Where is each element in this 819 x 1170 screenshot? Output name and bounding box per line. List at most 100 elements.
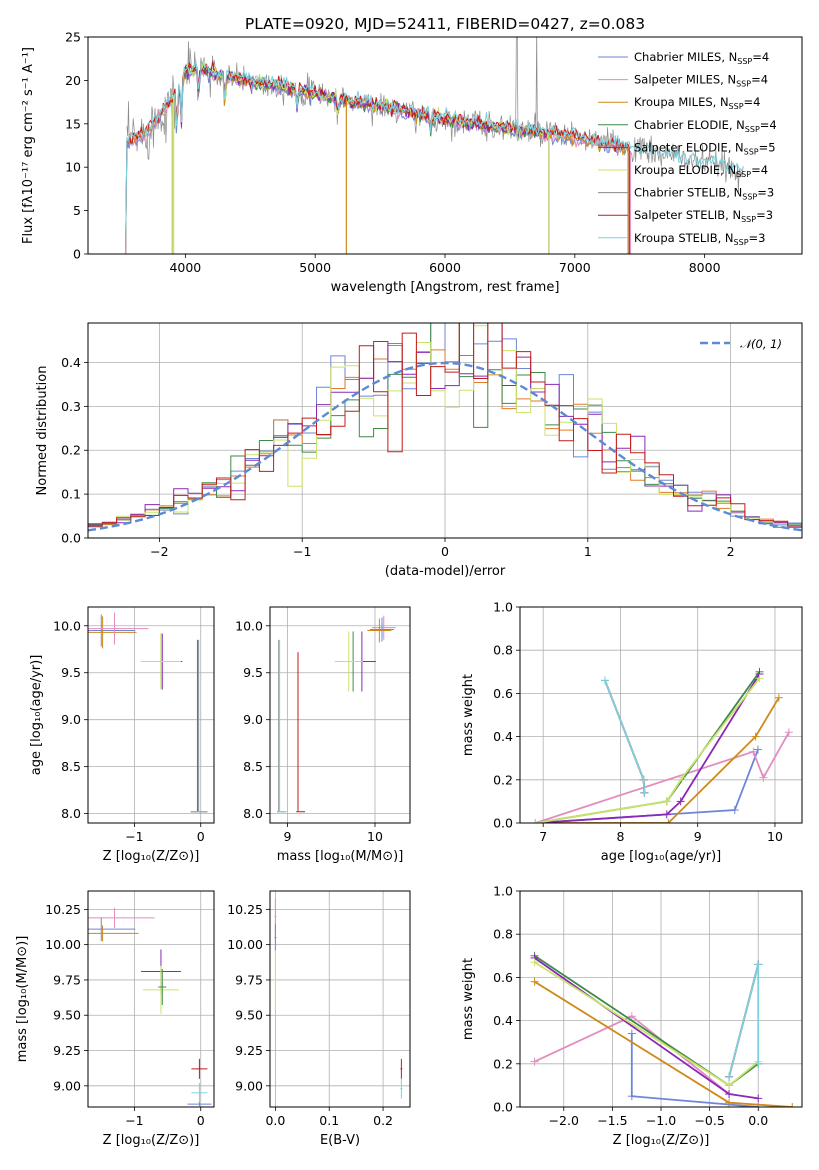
x-tick-label: 7000 xyxy=(559,260,591,275)
x-tick-label: 0.2 xyxy=(373,1113,393,1128)
legend-entry: Chabrier ELODIE, NSSP=4 xyxy=(634,118,777,134)
y-tick-label: 8.5 xyxy=(61,759,81,774)
y-tick-label: 9.00 xyxy=(53,1078,81,1093)
x-tick-label: −1 xyxy=(125,1113,143,1128)
y-tick-label: 1.0 xyxy=(493,884,513,899)
y-tick-label: 0.8 xyxy=(493,643,513,658)
plot-area-spectrum xyxy=(125,37,744,254)
y-tick-label: 0.1 xyxy=(61,487,81,502)
x-tick-label: −0.5 xyxy=(694,1113,724,1128)
legend-entry: 𝒩(0, 1) xyxy=(740,337,782,351)
chart-title: PLATE=0920, MJD=52411, FIBERID=0427, z=0… xyxy=(245,15,645,33)
panel-mass_vs_z: −1 0 9.00 9.25 9.50 9.75 10.00 10.25 Z [log₁₀(Z/… xyxy=(15,890,215,1148)
legend: 𝒩(0, 1) xyxy=(700,337,782,351)
model-spectrum-salpeter_elodie xyxy=(171,65,550,254)
y-axis-label: mass weight xyxy=(461,674,476,756)
x-tick-label: 8 xyxy=(616,829,624,844)
y-tick-label: 20 xyxy=(65,73,81,88)
y-tick-label: 10.00 xyxy=(45,937,81,952)
y-tick-label: 0.6 xyxy=(493,686,513,701)
axes-frame xyxy=(269,890,411,1108)
x-tick-label: 0.0 xyxy=(265,1113,285,1128)
y-axis-label: mass weight xyxy=(461,958,476,1040)
y-axis-label: Flux [fλ10⁻¹⁷ erg cm⁻² s⁻¹ A⁻¹] xyxy=(21,47,36,244)
x-tick-label: 9 xyxy=(284,829,292,844)
observed-spectrum xyxy=(126,37,744,194)
legend-entry: Chabrier STELIB, NSSP=3 xyxy=(634,186,774,202)
panel-spectrum: PLATE=0920, MJD=52411, FIBERID=0427, z=0… xyxy=(21,15,803,295)
y-tick-label: 0.0 xyxy=(493,816,513,831)
y-tick-label: 9.50 xyxy=(53,1008,81,1023)
panel-weight_vs_age: 7 8 9 10 0.0 0.2 0.4 0.6 0.8 1.0 age [log₁₀(age/yr… xyxy=(461,600,803,864)
x-tick-label: 8000 xyxy=(689,260,721,275)
axes-frame xyxy=(87,606,215,824)
x-axis-label: Z [log₁₀(Z/Z⊙)] xyxy=(103,849,200,864)
plot-area-residuals xyxy=(88,323,802,538)
x-tick-label: 0.0 xyxy=(748,1113,768,1128)
y-tick-label: 0.4 xyxy=(493,1013,513,1028)
x-tick-label: 0 xyxy=(441,544,449,559)
y-tick-label: 0.0 xyxy=(493,1100,513,1115)
model-spectrum-chabrier_miles xyxy=(125,66,630,254)
y-tick-label: 9.25 xyxy=(53,1043,81,1058)
axes-frame xyxy=(519,606,803,824)
x-tick-label: −2 xyxy=(150,544,168,559)
y-tick-label: 9.50 xyxy=(235,1008,263,1023)
y-axis-label: Normed distribution xyxy=(35,366,50,496)
x-tick-label: 4000 xyxy=(169,260,201,275)
plot-area-mass_vs_ebv xyxy=(270,891,410,1107)
legend: Chabrier MILES, NSSP=4 Salpeter MILES, NS… xyxy=(598,50,777,247)
y-tick-label: 0.2 xyxy=(493,772,513,787)
y-tick-label: 9.5 xyxy=(243,665,263,680)
x-tick-label: 7 xyxy=(539,829,547,844)
legend-entry: Kroupa MILES, NSSP=4 xyxy=(634,95,760,111)
x-axis-label: age [log₁₀(age/yr)] xyxy=(601,849,722,864)
y-tick-label: 9.0 xyxy=(61,712,81,727)
x-tick-label: 10 xyxy=(367,829,383,844)
y-tick-label: 10.0 xyxy=(235,618,263,633)
plot-area-mass_vs_z xyxy=(88,891,214,1107)
y-tick-label: 15 xyxy=(65,116,81,131)
y-tick-label: 10.00 xyxy=(227,937,263,952)
legend-entry: Salpeter ELODIE, NSSP=5 xyxy=(634,140,776,156)
x-tick-label: 0 xyxy=(197,829,205,844)
histogram-chabrier_elodie xyxy=(88,323,802,528)
x-axis-label: (data-model)/error xyxy=(385,564,506,579)
y-tick-label: 10.25 xyxy=(45,902,81,917)
x-tick-label: −1.5 xyxy=(597,1113,627,1128)
y-tick-label: 10.25 xyxy=(227,902,263,917)
x-tick-label: 5000 xyxy=(299,260,331,275)
x-axis-label: Z [log₁₀(Z/Z⊙)] xyxy=(613,1133,710,1148)
y-tick-label: 10 xyxy=(65,160,81,175)
legend-entry: Salpeter STELIB, NSSP=3 xyxy=(634,208,773,224)
y-tick-label: 10.0 xyxy=(53,618,81,633)
axes-frame xyxy=(87,890,215,1108)
y-tick-label: 5 xyxy=(73,203,81,218)
histogram-chabrier_miles xyxy=(88,323,802,528)
x-tick-label: −2.0 xyxy=(549,1113,579,1128)
model-spectrum-kroupa_elodie xyxy=(171,60,550,254)
weight-line-salpeter_miles xyxy=(535,731,790,823)
y-tick-label: 0.3 xyxy=(61,399,81,414)
x-tick-label: 0.1 xyxy=(319,1113,339,1128)
panel-mass_vs_ebv: 0.0 0.1 0.2 9.00 9.25 9.50 9.75 10.00 10.25 E(B-V… xyxy=(227,890,411,1148)
plot-area-age_vs_mass xyxy=(270,607,410,823)
x-axis-label: E(B-V) xyxy=(320,1133,360,1148)
x-tick-label: 10 xyxy=(767,829,783,844)
y-tick-label: 9.75 xyxy=(53,972,81,987)
plot-area-age_vs_z xyxy=(88,607,214,823)
panel-weight_vs_z: −2.0 −1.5 −1.0 −0.5 0.0 0.0 0.2 0.4 0.6 0.8 1.0 Z [… xyxy=(461,884,803,1148)
plot-area-weight_vs_age xyxy=(520,607,802,823)
x-tick-label: −1 xyxy=(125,829,143,844)
x-tick-label: 6000 xyxy=(429,260,461,275)
gaussian-curve xyxy=(88,361,802,532)
y-tick-label: 0.0 xyxy=(61,531,81,546)
y-tick-label: 9.25 xyxy=(235,1043,263,1058)
y-tick-label: 9.75 xyxy=(235,972,263,987)
model-spectrum-chabrier_elodie xyxy=(171,63,550,254)
axes-frame xyxy=(269,606,411,824)
plot-area-weight_vs_z xyxy=(520,891,802,1107)
legend-entry: Chabrier MILES, NSSP=4 xyxy=(634,50,769,66)
y-tick-label: 1.0 xyxy=(493,600,513,615)
